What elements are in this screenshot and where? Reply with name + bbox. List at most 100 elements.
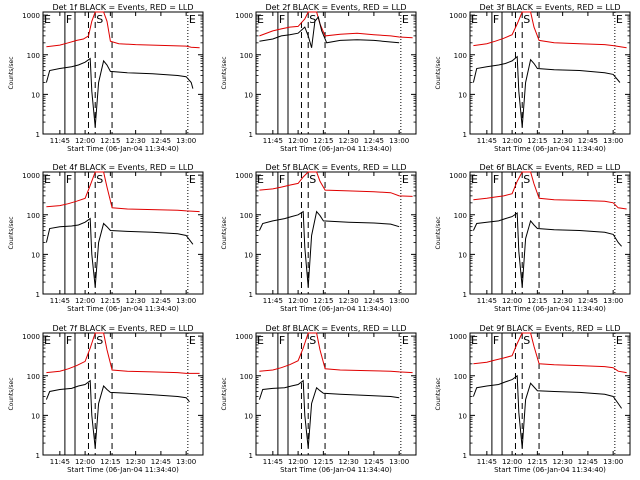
y-tick-label: 1 xyxy=(249,131,253,139)
x-tick-label: 12:45 xyxy=(151,137,171,145)
y-tick-label: 10 xyxy=(244,412,253,420)
event-marker-label: E xyxy=(44,173,51,186)
lld-series-line xyxy=(46,171,200,213)
x-tick-label: 12:30 xyxy=(126,297,146,305)
y-tick-label: 100 xyxy=(454,212,467,220)
x-axis-label: Start Time (06-Jan-04 11:34:40) xyxy=(67,466,179,474)
y-axis-label: Counts/sec xyxy=(221,216,228,249)
x-tick-label: 12:30 xyxy=(553,458,573,466)
y-tick-label: 1 xyxy=(463,131,467,139)
chart-panel: Det 8f BLACK = Events, RED = LLD Counts/s… xyxy=(221,324,417,474)
event-marker-label: F xyxy=(493,334,499,347)
y-tick-label: 10 xyxy=(244,91,253,99)
event-marker-label: E xyxy=(257,173,264,186)
y-tick-label: 100 xyxy=(240,212,253,220)
x-tick-label: 12:30 xyxy=(339,297,359,305)
chart-title: Det 3f BLACK = Events, RED = LLD xyxy=(479,3,620,12)
x-tick-label: 12:45 xyxy=(578,297,598,305)
y-axis-label: Counts/sec xyxy=(435,56,442,89)
y-tick-label: 1000 xyxy=(22,172,40,180)
x-tick-label: 12:15 xyxy=(527,458,547,466)
x-tick-label: 12:00 xyxy=(502,458,522,466)
x-tick-label: 11:45 xyxy=(50,297,70,305)
x-axis-label: Start Time (06-Jan-04 11:34:40) xyxy=(67,305,179,313)
x-tick-label: 11:45 xyxy=(50,458,70,466)
chart-panel: Det 4f BLACK = Events, RED = LLD Counts/s… xyxy=(8,163,204,313)
y-tick-label: 10 xyxy=(458,91,467,99)
x-tick-label: 12:00 xyxy=(502,297,522,305)
x-tick-label: 12:00 xyxy=(502,137,522,145)
x-tick-label: 12:45 xyxy=(364,297,384,305)
chart-panel: Det 1f BLACK = Events, RED = LLD Counts/s… xyxy=(8,3,204,153)
x-tick-label: 12:30 xyxy=(339,458,359,466)
x-tick-label: 12:45 xyxy=(364,137,384,145)
y-tick-label: 1 xyxy=(249,452,253,460)
chart-panel: Det 7f BLACK = Events, RED = LLD Counts/s… xyxy=(8,324,204,474)
event-marker-label: F xyxy=(66,13,72,26)
event-marker-label: F xyxy=(493,173,499,186)
event-marker-label: E xyxy=(402,173,409,186)
event-marker-label: E xyxy=(471,334,478,347)
y-axis-label: Counts/sec xyxy=(221,56,228,89)
event-marker-label: E xyxy=(616,13,623,26)
x-tick-label: 12:15 xyxy=(100,297,120,305)
events-series-line xyxy=(258,379,400,449)
event-marker-label: E xyxy=(44,334,51,347)
x-tick-label: 12:45 xyxy=(151,458,171,466)
x-axis-label: Start Time (06-Jan-04 11:34:40) xyxy=(67,145,179,153)
chart-panel: Det 6f BLACK = Events, RED = LLD Counts/s… xyxy=(435,163,631,313)
x-tick-label: 13:00 xyxy=(603,458,623,466)
events-series-line xyxy=(45,57,194,128)
event-marker-label: F xyxy=(493,13,499,26)
chart-panel: Det 5f BLACK = Events, RED = LLD Counts/s… xyxy=(221,163,417,313)
event-marker-label: F xyxy=(279,334,285,347)
chart-title: Det 4f BLACK = Events, RED = LLD xyxy=(52,163,193,172)
x-tick-label: 12:15 xyxy=(313,137,333,145)
y-tick-label: 100 xyxy=(454,373,467,381)
events-series-line xyxy=(45,217,194,288)
x-tick-label: 12:15 xyxy=(100,137,120,145)
x-tick-label: 11:45 xyxy=(263,297,283,305)
y-tick-label: 10 xyxy=(458,412,467,420)
x-tick-label: 11:45 xyxy=(477,458,497,466)
event-marker-label: S xyxy=(523,173,530,186)
x-tick-label: 11:45 xyxy=(50,137,70,145)
event-marker-label: S xyxy=(309,173,316,186)
x-tick-label: 12:15 xyxy=(527,297,547,305)
event-marker-label: S xyxy=(309,334,316,347)
events-series-line xyxy=(472,374,623,449)
lld-series-line xyxy=(46,332,200,374)
y-tick-label: 1000 xyxy=(449,333,467,341)
x-tick-label: 13:00 xyxy=(389,297,409,305)
events-series-line xyxy=(45,379,190,449)
event-marker-label: F xyxy=(66,173,72,186)
x-axis-label: Start Time (06-Jan-04 11:34:40) xyxy=(494,145,606,153)
x-axis-label: Start Time (06-Jan-04 11:34:40) xyxy=(494,305,606,313)
x-axis-label: Start Time (06-Jan-04 11:34:40) xyxy=(494,466,606,474)
x-tick-label: 12:45 xyxy=(578,458,598,466)
x-tick-label: 13:00 xyxy=(176,137,196,145)
x-tick-label: 11:45 xyxy=(477,137,497,145)
y-tick-label: 1000 xyxy=(235,12,253,20)
x-tick-label: 12:00 xyxy=(288,458,308,466)
x-tick-label: 12:30 xyxy=(553,137,573,145)
y-tick-label: 1000 xyxy=(22,333,40,341)
event-marker-label: S xyxy=(96,173,103,186)
y-tick-label: 10 xyxy=(244,251,253,259)
y-tick-label: 1000 xyxy=(235,333,253,341)
y-tick-label: 100 xyxy=(27,373,40,381)
chart-panel: Det 3f BLACK = Events, RED = LLD Counts/s… xyxy=(435,3,631,153)
event-marker-label: F xyxy=(279,13,285,26)
y-tick-label: 1000 xyxy=(449,12,467,20)
x-tick-label: 12:45 xyxy=(364,458,384,466)
events-series-line xyxy=(472,55,621,128)
y-tick-label: 1000 xyxy=(449,172,467,180)
event-marker-label: E xyxy=(471,13,478,26)
x-tick-label: 13:00 xyxy=(176,297,196,305)
x-tick-label: 12:15 xyxy=(313,297,333,305)
x-tick-label: 12:45 xyxy=(578,137,598,145)
event-marker-label: S xyxy=(96,334,103,347)
x-tick-label: 13:00 xyxy=(176,458,196,466)
event-marker-label: S xyxy=(96,13,103,26)
